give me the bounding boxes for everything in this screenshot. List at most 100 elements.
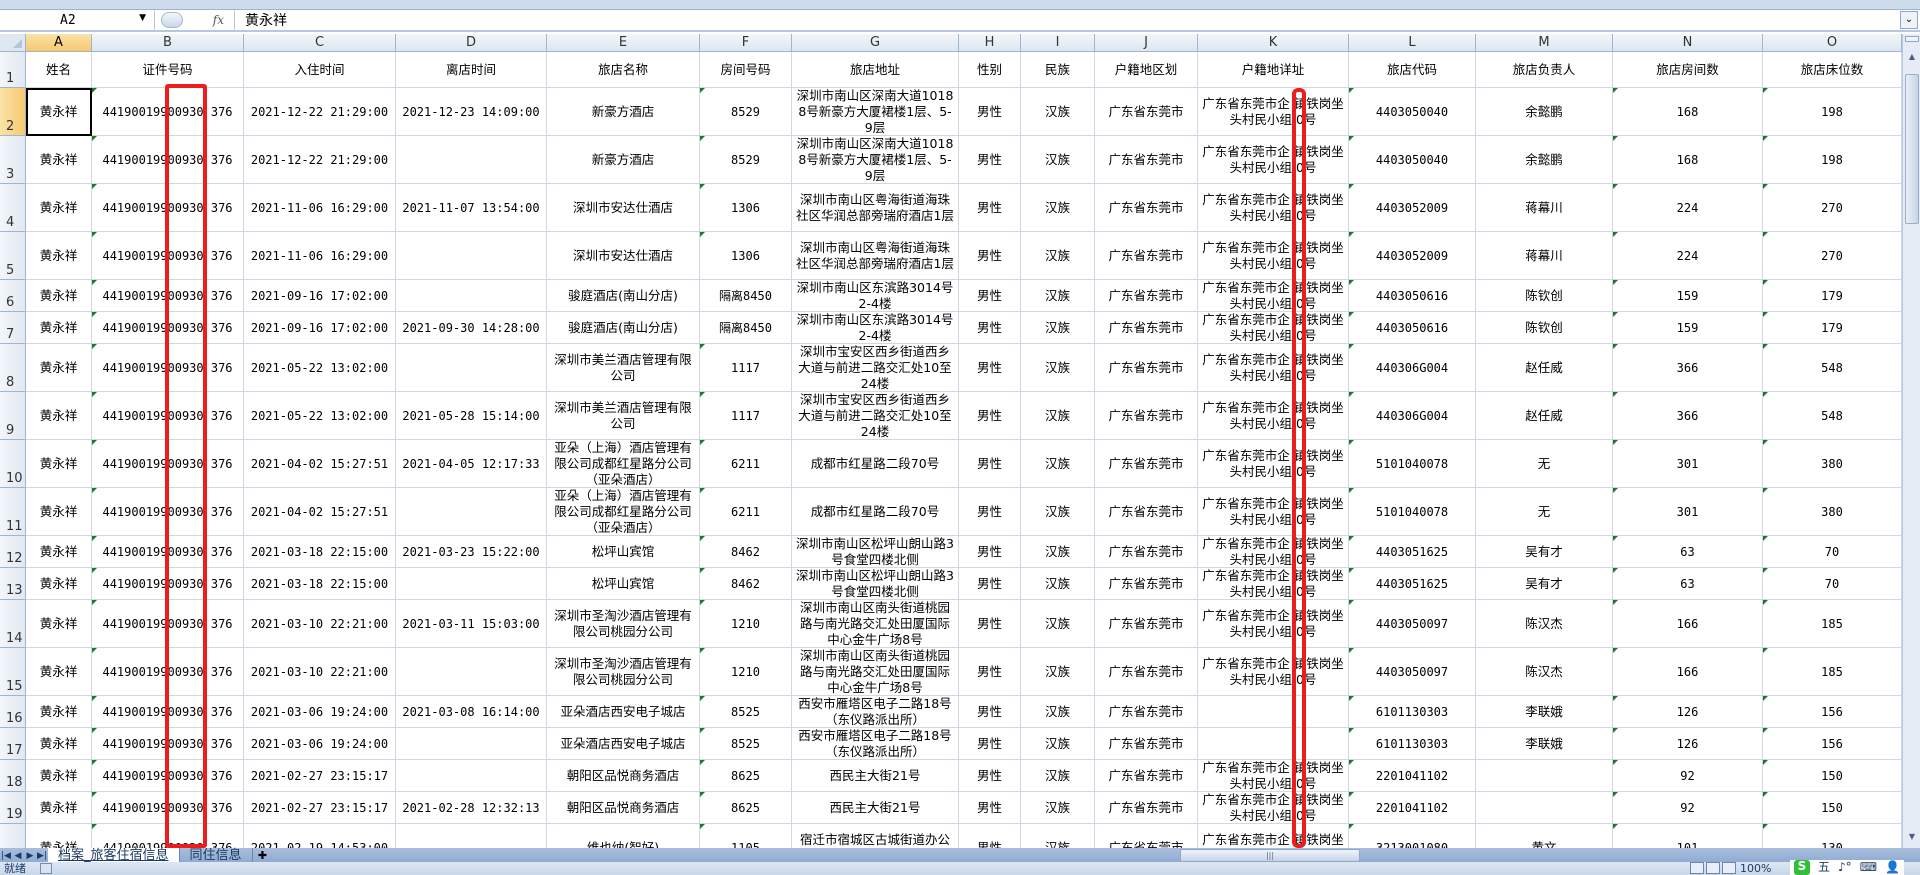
- cell-a2[interactable]: 黄永祥: [26, 88, 92, 136]
- cell-m2[interactable]: 余懿鹏: [1476, 88, 1613, 136]
- cell-n5[interactable]: 224: [1613, 232, 1763, 280]
- cell-i13[interactable]: 汉族: [1021, 568, 1095, 600]
- cell-h14[interactable]: 男性: [959, 600, 1021, 648]
- cell-g11[interactable]: 成都市红星路二段70号: [792, 488, 959, 536]
- cell-i12[interactable]: 汉族: [1021, 536, 1095, 568]
- cell-o2[interactable]: 198: [1763, 88, 1902, 136]
- cell-m13[interactable]: 吴有才: [1476, 568, 1613, 600]
- cell-d20[interactable]: [396, 824, 547, 848]
- header-cell-k[interactable]: 户籍地详址: [1198, 52, 1349, 88]
- cell-h8[interactable]: 男性: [959, 344, 1021, 392]
- cell-a10[interactable]: 黄永祥: [26, 440, 92, 488]
- cell-e12[interactable]: 松坪山宾馆: [547, 536, 700, 568]
- cell-g16[interactable]: 西安市雁塔区电子二路18号（东仪路派出所）: [792, 696, 959, 728]
- column-header-d[interactable]: D: [396, 34, 547, 52]
- cell-f5[interactable]: 1306: [700, 232, 792, 280]
- cell-h6[interactable]: 男性: [959, 280, 1021, 312]
- cell-k8[interactable]: 广东省东莞市企 镇铁岗坐头村民小组 0号: [1198, 344, 1349, 392]
- cell-j10[interactable]: 广东省东莞市: [1095, 440, 1198, 488]
- row-header-7[interactable]: 7: [0, 312, 26, 344]
- cell-d14[interactable]: 2021-03-11 15:03:00: [396, 600, 547, 648]
- cell-l5[interactable]: 4403052009: [1349, 232, 1476, 280]
- column-header-f[interactable]: F: [700, 34, 792, 52]
- cell-m6[interactable]: 陈钦创: [1476, 280, 1613, 312]
- cell-f4[interactable]: 1306: [700, 184, 792, 232]
- cell-o5[interactable]: 270: [1763, 232, 1902, 280]
- cell-f3[interactable]: 8529: [700, 136, 792, 184]
- cell-l13[interactable]: 4403051625: [1349, 568, 1476, 600]
- cell-j16[interactable]: 广东省东莞市: [1095, 696, 1198, 728]
- cell-c5[interactable]: 2021-11-06 16:29:00: [244, 232, 396, 280]
- cell-j6[interactable]: 广东省东莞市: [1095, 280, 1198, 312]
- cell-a16[interactable]: 黄永祥: [26, 696, 92, 728]
- cell-g4[interactable]: 深圳市南山区粤海街道海珠社区华润总部旁瑞府酒店1层: [792, 184, 959, 232]
- cell-k10[interactable]: 广东省东莞市企 镇铁岗坐头村民小组 0号: [1198, 440, 1349, 488]
- header-cell-b[interactable]: 证件号码: [92, 52, 244, 88]
- cell-e8[interactable]: 深圳市美兰酒店管理有限公司: [547, 344, 700, 392]
- cell-f14[interactable]: 1210: [700, 600, 792, 648]
- cell-j4[interactable]: 广东省东莞市: [1095, 184, 1198, 232]
- cell-d19[interactable]: 2021-02-28 12:32:13: [396, 792, 547, 824]
- cell-o11[interactable]: 380: [1763, 488, 1902, 536]
- header-cell-i[interactable]: 民族: [1021, 52, 1095, 88]
- cell-a14[interactable]: 黄永祥: [26, 600, 92, 648]
- cell-k15[interactable]: 广东省东莞市企 镇铁岗坐头村民小组 0号: [1198, 648, 1349, 696]
- cell-i15[interactable]: 汉族: [1021, 648, 1095, 696]
- cell-l11[interactable]: 5101040078: [1349, 488, 1476, 536]
- row-header-20[interactable]: 20: [0, 824, 26, 848]
- cell-f7[interactable]: 隔离8450: [700, 312, 792, 344]
- cell-e15[interactable]: 深圳市圣淘沙酒店管理有限公司桃园分公司: [547, 648, 700, 696]
- cell-f12[interactable]: 8462: [700, 536, 792, 568]
- cell-c6[interactable]: 2021-09-16 17:02:00: [244, 280, 396, 312]
- cell-i20[interactable]: 汉族: [1021, 824, 1095, 848]
- cell-o18[interactable]: 150: [1763, 760, 1902, 792]
- column-header-l[interactable]: L: [1349, 34, 1476, 52]
- cell-d18[interactable]: [396, 760, 547, 792]
- cell-n12[interactable]: 63: [1613, 536, 1763, 568]
- cell-j7[interactable]: 广东省东莞市: [1095, 312, 1198, 344]
- cell-n14[interactable]: 166: [1613, 600, 1763, 648]
- cell-d3[interactable]: [396, 136, 547, 184]
- cell-i19[interactable]: 汉族: [1021, 792, 1095, 824]
- cell-l10[interactable]: 5101040078: [1349, 440, 1476, 488]
- cell-d13[interactable]: [396, 568, 547, 600]
- cell-g15[interactable]: 深圳市南山区南头街道桃园路与南光路交汇处田厦国际中心金牛广场8号: [792, 648, 959, 696]
- cell-e17[interactable]: 亚朵酒店西安电子城店: [547, 728, 700, 760]
- first-sheet-icon[interactable]: |◀: [1, 850, 11, 861]
- cell-h18[interactable]: 男性: [959, 760, 1021, 792]
- cell-i17[interactable]: 汉族: [1021, 728, 1095, 760]
- cell-n3[interactable]: 168: [1613, 136, 1763, 184]
- cell-m3[interactable]: 余懿鹏: [1476, 136, 1613, 184]
- cell-d2[interactable]: 2021-12-23 14:09:00: [396, 88, 547, 136]
- cell-a11[interactable]: 黄永祥: [26, 488, 92, 536]
- cell-f8[interactable]: 1117: [700, 344, 792, 392]
- row-header-18[interactable]: 18: [0, 760, 26, 792]
- cell-j18[interactable]: 广东省东莞市: [1095, 760, 1198, 792]
- cell-o16[interactable]: 156: [1763, 696, 1902, 728]
- cell-i16[interactable]: 汉族: [1021, 696, 1095, 728]
- row-header-4[interactable]: 4: [0, 184, 26, 232]
- cell-m15[interactable]: 陈汉杰: [1476, 648, 1613, 696]
- cell-f17[interactable]: 8525: [700, 728, 792, 760]
- column-header-b[interactable]: B: [92, 34, 244, 52]
- cell-c10[interactable]: 2021-04-02 15:27:51: [244, 440, 396, 488]
- cell-g12[interactable]: 深圳市南山区松坪山朗山路3号食堂四楼北侧: [792, 536, 959, 568]
- cell-g14[interactable]: 深圳市南山区南头街道桃园路与南光路交汇处田厦国际中心金牛广场8号: [792, 600, 959, 648]
- cell-i11[interactable]: 汉族: [1021, 488, 1095, 536]
- cell-a15[interactable]: 黄永祥: [26, 648, 92, 696]
- cell-d11[interactable]: [396, 488, 547, 536]
- cell-a3[interactable]: 黄永祥: [26, 136, 92, 184]
- cell-l20[interactable]: 3213001080: [1349, 824, 1476, 848]
- cell-o10[interactable]: 380: [1763, 440, 1902, 488]
- prev-sheet-icon[interactable]: ◀: [14, 850, 22, 861]
- cell-e20[interactable]: 维也纳(智好): [547, 824, 700, 848]
- cell-a9[interactable]: 黄永祥: [26, 392, 92, 440]
- cell-n16[interactable]: 126: [1613, 696, 1763, 728]
- cell-i5[interactable]: 汉族: [1021, 232, 1095, 280]
- cell-o6[interactable]: 179: [1763, 280, 1902, 312]
- cell-e16[interactable]: 亚朵酒店西安电子城店: [547, 696, 700, 728]
- cell-f20[interactable]: 1105: [700, 824, 792, 848]
- page-layout-view-icon[interactable]: [1706, 862, 1720, 874]
- cell-l14[interactable]: 4403050097: [1349, 600, 1476, 648]
- column-header-j[interactable]: J: [1095, 34, 1198, 52]
